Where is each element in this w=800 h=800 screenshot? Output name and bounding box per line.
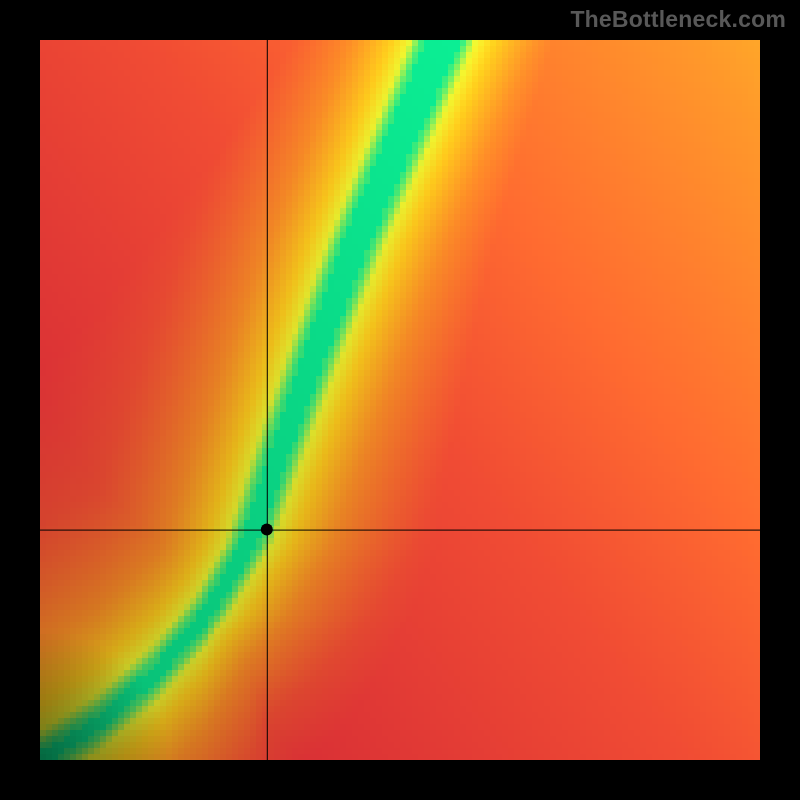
bottleneck-heatmap <box>0 0 800 800</box>
watermark-text: TheBottleneck.com <box>570 6 786 33</box>
